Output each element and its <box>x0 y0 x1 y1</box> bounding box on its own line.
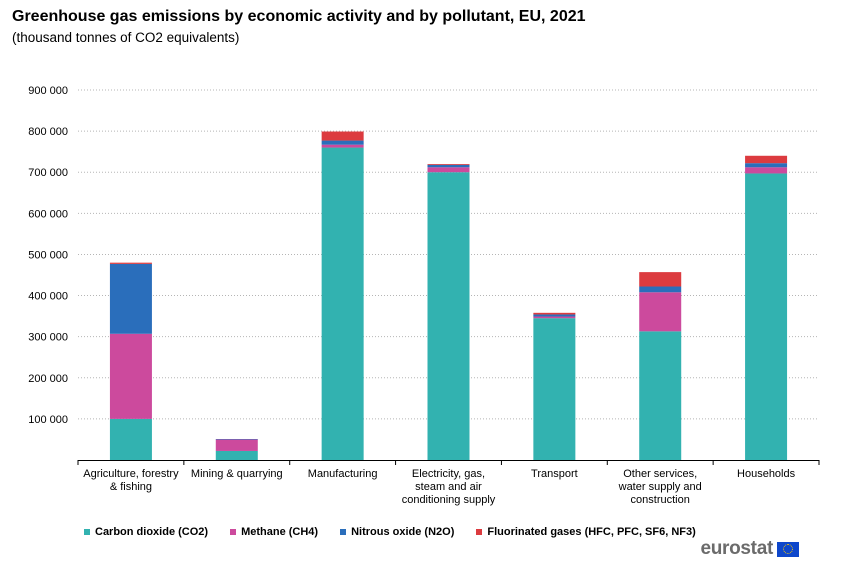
bar-segment-ch4 <box>427 167 470 173</box>
chart-title: Greenhouse gas emissions by economic act… <box>12 8 586 25</box>
y-tick-label: 600 000 <box>28 208 68 220</box>
legend-swatch-n2o <box>340 529 347 535</box>
bar-segment-n2o <box>215 439 258 440</box>
bar-segment-fgases <box>533 312 576 315</box>
eurostat-logo: eurostat <box>700 538 799 560</box>
y-tick-label: 400 000 <box>28 291 68 303</box>
legend-label-ch4: Methane (CH4) <box>241 526 319 538</box>
bar-segment-co2 <box>639 331 682 460</box>
y-tick-label: 500 000 <box>28 249 68 261</box>
bar-segment-ch4 <box>109 333 152 419</box>
legend-item-n2o: Nitrous oxide (N2O) <box>340 526 454 538</box>
y-tick-label: 700 000 <box>28 167 68 179</box>
y-tick-label: 800 000 <box>28 126 68 138</box>
bar-segment-ch4 <box>745 167 788 174</box>
legend-item-fgases: Fluorinated gases (HFC, PFC, SF6, NF3) <box>476 526 696 538</box>
legend: Carbon dioxide (CO2) Methane (CH4) Nitro… <box>84 526 718 538</box>
bar-segment-co2 <box>215 450 258 460</box>
y-tick-label: 900 000 <box>28 85 68 97</box>
x-tick-label: Other services, water supply and construct… <box>618 468 702 506</box>
x-tick-label: Agriculture, forestry & fishing <box>83 468 179 493</box>
legend-swatch-co2 <box>84 529 90 535</box>
legend-item-co2: Carbon dioxide (CO2) <box>84 526 208 538</box>
legend-swatch-fgases <box>476 529 483 535</box>
x-tick-label: Transport <box>531 468 578 480</box>
bar-segment-ch4 <box>533 316 576 319</box>
bar-segment-n2o <box>109 263 152 334</box>
legend-label-n2o: Nitrous oxide (N2O) <box>351 526 455 538</box>
eu-flag-icon <box>777 541 799 557</box>
bar-segment-n2o <box>533 314 576 317</box>
x-tick-label: Households <box>737 468 796 480</box>
bar-segment-n2o <box>745 163 788 168</box>
y-tick-label: 300 000 <box>28 332 68 344</box>
legend-item-ch4: Methane (CH4) <box>230 526 318 538</box>
x-tick-label: Electricity, gas, steam and air conditioni… <box>402 468 496 506</box>
bar-segment-co2 <box>533 318 576 460</box>
y-tick-label: 200 000 <box>28 373 68 385</box>
chart-subtitle: (thousand tonnes of CO2 equivalents) <box>12 30 240 45</box>
x-tick-label: Mining & quarrying <box>191 468 283 480</box>
bar-segment-co2 <box>745 173 788 460</box>
legend-swatch-ch4 <box>230 529 237 535</box>
eurostat-wordmark: eurostat <box>700 538 773 559</box>
bar-segment-ch4 <box>215 439 258 451</box>
bar-segment-co2 <box>427 172 470 460</box>
bar-segment-co2 <box>109 418 152 460</box>
legend-label-co2: Carbon dioxide (CO2) <box>95 526 209 538</box>
bar-segment-n2o <box>321 140 364 145</box>
bar-segment-fgases <box>639 272 682 287</box>
bar-segment-fgases <box>109 262 152 264</box>
bar-segment-ch4 <box>639 292 682 332</box>
x-tick-label: Manufacturing <box>308 468 378 480</box>
bar-segment-fgases <box>321 131 364 141</box>
bar-segment-co2 <box>321 147 364 461</box>
legend-label-fgases: Fluorinated gases (HFC, PFC, SF6, NF3) <box>487 526 696 538</box>
bar-segment-fgases <box>427 164 470 165</box>
bar-segment-fgases <box>745 155 788 164</box>
bar-segment-ch4 <box>321 144 364 148</box>
bar-segment-n2o <box>639 286 682 293</box>
bar-segment-n2o <box>427 164 470 168</box>
y-tick-label: 100 000 <box>28 414 68 426</box>
